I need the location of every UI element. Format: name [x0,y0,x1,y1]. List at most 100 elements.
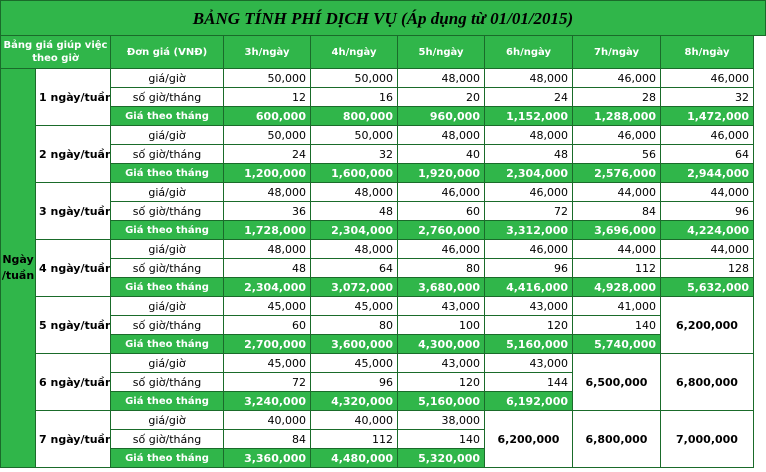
hours-month-cell: 60 [398,202,485,221]
monthly-price-cell: 5,160,000 [485,335,573,354]
header-corner: Bảng giá giúp việc theo giờ [0,36,111,69]
hours-month-cell: 64 [661,145,754,164]
row-label-price: giá/giờ [111,126,224,145]
monthly-price-cell: 5,320,000 [398,449,485,468]
row-label-monthly: Giá theo tháng [111,221,224,240]
hours-month-cell: 48 [485,145,573,164]
hours-month-cell: 80 [311,316,398,335]
row-label-hours-month: số giờ/tháng [111,316,224,335]
price-cell: 45,000 [224,354,311,373]
price-cell: 50,000 [311,126,398,145]
hours-month-cell: 96 [485,259,573,278]
price-cell: 43,000 [398,297,485,316]
monthly-price-cell: 2,304,000 [485,164,573,183]
flat-monthly-price: 6,500,000 [573,354,661,411]
hours-month-cell: 120 [398,373,485,392]
row-label-hours-month: số giờ/tháng [111,373,224,392]
monthly-price-cell: 3,600,000 [311,335,398,354]
monthly-price-cell: 1,288,000 [573,107,661,126]
header-unit: Đơn giá (VNĐ) [111,36,224,69]
monthly-price-cell: 3,696,000 [573,221,661,240]
monthly-price-cell: 1,472,000 [661,107,754,126]
monthly-price-cell: 4,224,000 [661,221,754,240]
side-label-days-per-week: Ngày /tuần [0,69,36,468]
hours-month-cell: 60 [224,316,311,335]
price-cell: 48,000 [398,126,485,145]
monthly-price-cell: 3,360,000 [224,449,311,468]
price-cell: 43,000 [485,354,573,373]
group-label: 3 ngày/tuần [36,183,111,240]
price-cell: 44,000 [573,183,661,202]
hours-month-cell: 48 [311,202,398,221]
hours-month-cell: 112 [573,259,661,278]
price-cell: 38,000 [398,411,485,430]
price-cell: 46,000 [398,240,485,259]
monthly-price-cell: 5,740,000 [573,335,661,354]
price-cell: 46,000 [398,183,485,202]
price-cell: 44,000 [661,240,754,259]
price-cell: 48,000 [224,183,311,202]
group-label: 5 ngày/tuần [36,297,111,354]
row-label-monthly: Giá theo tháng [111,164,224,183]
price-cell: 46,000 [661,69,754,88]
hours-month-cell: 20 [398,88,485,107]
monthly-price-cell: 5,160,000 [398,392,485,411]
row-label-price: giá/giờ [111,69,224,88]
hours-month-cell: 28 [573,88,661,107]
header-hours-6h: 6h/ngày [485,36,573,69]
hours-month-cell: 40 [398,145,485,164]
hours-month-cell: 84 [224,430,311,449]
flat-monthly-price: 6,800,000 [573,411,661,468]
flat-monthly-price: 6,800,000 [661,354,754,411]
price-cell: 50,000 [311,69,398,88]
monthly-price-cell: 4,320,000 [311,392,398,411]
price-cell: 41,000 [573,297,661,316]
monthly-price-cell: 1,200,000 [224,164,311,183]
price-cell: 48,000 [224,240,311,259]
monthly-price-cell: 3,680,000 [398,278,485,297]
monthly-price-cell: 2,700,000 [224,335,311,354]
group-label: 7 ngày/tuần [36,411,111,468]
hours-month-cell: 80 [398,259,485,278]
row-label-price: giá/giờ [111,411,224,430]
header-hours-5h: 5h/ngày [398,36,485,69]
price-cell: 45,000 [311,354,398,373]
price-cell: 45,000 [311,297,398,316]
price-cell: 46,000 [573,69,661,88]
monthly-price-cell: 2,760,000 [398,221,485,240]
hours-month-cell: 12 [224,88,311,107]
hours-month-cell: 16 [311,88,398,107]
header-hours-4h: 4h/ngày [311,36,398,69]
flat-monthly-price: 6,200,000 [485,411,573,468]
monthly-price-cell: 3,072,000 [311,278,398,297]
monthly-price-cell: 2,304,000 [224,278,311,297]
row-label-monthly: Giá theo tháng [111,335,224,354]
hours-month-cell: 100 [398,316,485,335]
monthly-price-cell: 3,312,000 [485,221,573,240]
row-label-hours-month: số giờ/tháng [111,430,224,449]
monthly-price-cell: 4,928,000 [573,278,661,297]
price-cell: 46,000 [485,240,573,259]
monthly-price-cell: 2,944,000 [661,164,754,183]
row-label-price: giá/giờ [111,297,224,316]
price-table: Bảng giá giúp việc theo giờ Đơn giá (VNĐ)… [0,36,766,472]
hours-month-cell: 72 [224,373,311,392]
monthly-price-cell: 4,300,000 [398,335,485,354]
monthly-price-cell: 1,600,000 [311,164,398,183]
price-cell: 43,000 [485,297,573,316]
price-cell: 48,000 [485,69,573,88]
price-cell: 50,000 [224,126,311,145]
price-cell: 48,000 [311,183,398,202]
price-cell: 48,000 [398,69,485,88]
price-cell: 50,000 [224,69,311,88]
flat-monthly-price: 6,200,000 [661,297,754,354]
hours-month-cell: 112 [311,430,398,449]
group-label: 2 ngày/tuần [36,126,111,183]
hours-month-cell: 144 [485,373,573,392]
group-label: 4 ngày/tuần [36,240,111,297]
monthly-price-cell: 3,240,000 [224,392,311,411]
monthly-price-cell: 1,152,000 [485,107,573,126]
price-cell: 48,000 [485,126,573,145]
hours-month-cell: 84 [573,202,661,221]
hours-month-cell: 36 [224,202,311,221]
